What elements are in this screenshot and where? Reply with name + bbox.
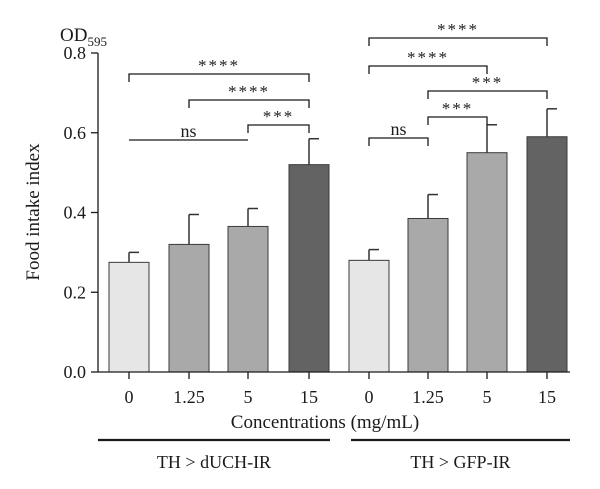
bar-7 [526,136,568,373]
significance-bracket-1 [188,99,310,108]
bar-0 [108,261,150,373]
significance-label-4: **** [437,20,479,39]
y-tick-label-4: 0.8 [64,43,87,63]
bar-6 [466,152,508,373]
y-tick-label-0: 0.0 [64,362,87,382]
bar-1 [168,243,210,373]
x-tick-label-1: 1.25 [173,387,205,407]
y-axis-label: Food intake index [23,143,44,281]
y-axis-unit: OD595 [60,25,107,49]
x-axis-label: Concentrations (mg/mL) [231,412,419,433]
significance-bracket-5 [368,65,488,74]
x-tick-label-6: 5 [483,387,492,407]
bars-layer [108,108,568,373]
y-tick-label-2: 0.4 [64,203,87,223]
y-tick-label-3: 0.6 [64,123,87,143]
significance-label-3: *** [263,107,295,126]
bar-4 [348,259,390,373]
significance-bracket-8 [368,137,429,146]
x-tick-label-0: 0 [125,387,134,407]
x-tick-label-5: 1.25 [412,387,444,407]
group-label-0: TH > dUCH-IR [157,452,271,472]
bar-2 [227,225,269,373]
significance-layer: ********ns*****************ns [128,20,548,146]
significance-label-0: **** [198,56,240,75]
y-tick-label-1: 0.2 [64,282,87,302]
bar-5 [407,217,449,373]
x-tick-label-7: 15 [538,387,556,407]
significance-bracket-3 [247,124,310,133]
axes-layer: 0.0 0.2 0.4 0.6 0.8 0 1.25 5 15 0 1.25 5 15 [64,43,570,407]
significance-label-2: ns [180,121,196,141]
significance-bracket-4 [368,37,548,46]
significance-label-5: **** [407,48,449,67]
significance-bracket-0 [128,73,310,82]
significance-bracket-7 [427,116,488,125]
significance-bracket-6 [427,90,548,99]
x-tick-label-3: 15 [300,387,318,407]
significance-label-8: ns [390,119,406,139]
group-label-1: TH > GFP-IR [410,452,510,472]
significance-label-7: *** [442,99,474,118]
x-tick-label-4: 0 [365,387,374,407]
significance-label-1: **** [228,82,270,101]
bar-3 [288,164,330,373]
group-labels-layer: TH > dUCH-IR TH > GFP-IR [98,438,570,472]
significance-label-6: *** [472,73,504,92]
x-tick-label-2: 5 [244,387,253,407]
